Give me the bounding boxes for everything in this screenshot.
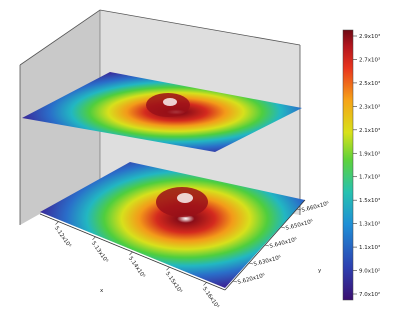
colorbar-tick-label: 1.7x10³ — [359, 174, 380, 181]
x-tick-label: 5.16x10⁵ — [201, 286, 221, 310]
colorbar-tick-label: 1.1x10³ — [359, 244, 380, 251]
y-tick-mark — [296, 208, 302, 211]
colorbar-tick-label: 9.0x10² — [359, 268, 380, 275]
x-tick-label: 5.14x10⁵ — [127, 255, 147, 279]
y-tick-mark — [232, 280, 238, 283]
colorbar-tick-label: 2.5x10³ — [359, 80, 380, 87]
x-tick-mark — [55, 221, 59, 225]
y-tick-mark — [264, 244, 270, 247]
x-tick-label: 5.13x10⁵ — [90, 240, 110, 264]
colorbar-tick-label: 2.7x10³ — [359, 56, 380, 63]
colorbar-gradient — [342, 29, 354, 301]
y-tick-label: 5.660x10⁶ — [301, 200, 331, 214]
colorbar-tick-label: 1.5x10³ — [359, 197, 380, 204]
y-tick-label: 5.640x10⁶ — [269, 236, 299, 250]
colorbar-ticks: 2.9x10³ 2.7x10³ 2.5x10³ 2.3x10³ 2.1x10³ 1.9x1… — [353, 33, 380, 298]
colorbar-tick-label: 1.9x10³ — [359, 150, 380, 157]
y-axis-label: y — [318, 268, 322, 274]
y-tick-mark — [248, 262, 254, 265]
y-tick-label: 5.650x10⁶ — [285, 218, 315, 232]
x-tick-label: 5.15x10⁵ — [164, 270, 184, 294]
colorbar-tick-label: 7.0x10² — [359, 291, 380, 298]
y-tick-mark — [280, 226, 286, 229]
x-tick-mark — [203, 282, 207, 286]
x-tick-mark — [92, 236, 96, 241]
colorbar-tick-label: 2.1x10³ — [359, 127, 380, 134]
colorbar-tick-label: 1.3x10³ — [359, 221, 380, 228]
colorbar-tick-label: 2.9x10³ — [359, 33, 380, 40]
colorbar: 2.9x10³ 2.7x10³ 2.5x10³ 2.3x10³ 2.1x10³ 1.9x1… — [342, 29, 380, 301]
x-axis-label: x — [100, 288, 104, 294]
x-tick-label: 5.12x10⁵ — [53, 225, 73, 249]
y-tick-label: 5.620x10⁶ — [237, 272, 267, 286]
x-tick-mark — [129, 251, 133, 256]
x-tick-mark — [166, 266, 170, 271]
colorbar-tick-label: 2.3x10³ — [359, 103, 380, 110]
y-tick-label: 5.630x10⁶ — [253, 254, 283, 268]
upper-surface — [22, 72, 302, 152]
lower-surface — [40, 162, 305, 288]
